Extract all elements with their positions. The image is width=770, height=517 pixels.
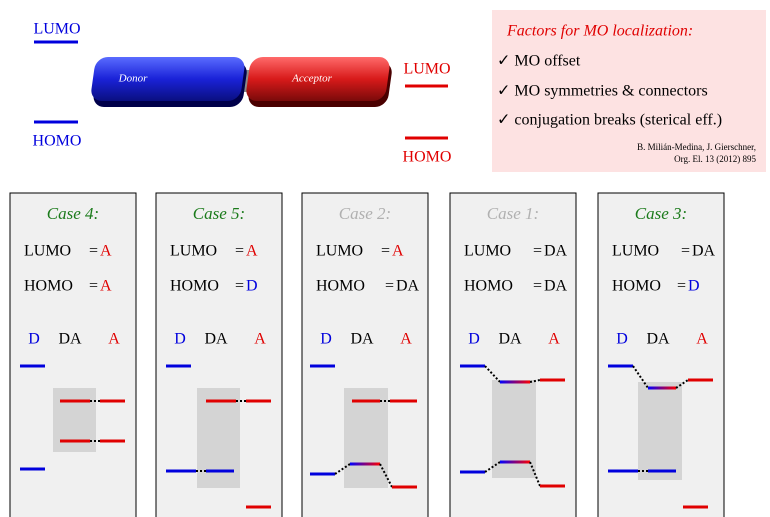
lumo-eq: = — [89, 243, 98, 260]
overlap-region — [197, 388, 240, 488]
case-title: Case 3: — [635, 204, 687, 223]
column-label: A — [254, 331, 266, 348]
case-title: Case 5: — [193, 204, 245, 223]
lumo-value: A — [100, 243, 112, 260]
lumo-label: LUMO — [316, 243, 363, 260]
case-title: Case 2: — [339, 204, 391, 223]
donor-homo-label: HOMO — [33, 133, 82, 150]
factor-item: ✓ MO offset — [497, 53, 581, 70]
homo-value: D — [246, 278, 258, 295]
lumo-eq: = — [235, 243, 244, 260]
factor-item: ✓ MO symmetries & connectors — [497, 83, 708, 100]
column-label: D — [616, 331, 628, 348]
lumo-label: LUMO — [170, 243, 217, 260]
homo-eq: = — [385, 278, 394, 295]
column-label: DA — [58, 331, 82, 348]
column-label: DA — [204, 331, 228, 348]
donor-lumo-label: LUMO — [33, 21, 80, 38]
lumo-label: LUMO — [24, 243, 71, 260]
column-label: DA — [350, 331, 374, 348]
lumo-eq: = — [533, 243, 542, 260]
citation: Org. El. 13 (2012) 895 — [674, 154, 756, 164]
lumo-label: LUMO — [612, 243, 659, 260]
homo-value: A — [100, 278, 112, 295]
homo-eq: = — [533, 278, 542, 295]
homo-value: DA — [396, 278, 420, 295]
column-label: DA — [646, 331, 670, 348]
homo-label: HOMO — [464, 278, 513, 295]
top-diagram: LUMO HOMO Donor Acceptor LUMO HOMO — [33, 21, 452, 166]
lumo-label: LUMO — [464, 243, 511, 260]
column-label: A — [548, 331, 560, 348]
homo-label: HOMO — [612, 278, 661, 295]
acceptor-lumo-label: LUMO — [403, 61, 450, 78]
lumo-value: DA — [544, 243, 568, 260]
homo-value: DA — [544, 278, 568, 295]
acceptor-homo-label: HOMO — [403, 149, 452, 166]
column-label: D — [468, 331, 480, 348]
column-label: D — [174, 331, 186, 348]
slide: LUMO HOMO Donor Acceptor LUMO HOMO Facto… — [0, 0, 770, 517]
lumo-value: A — [246, 243, 258, 260]
factor-item: ✓ conjugation breaks (sterical eff.) — [497, 112, 722, 129]
case-title: Case 4: — [47, 204, 99, 223]
homo-label: HOMO — [170, 278, 219, 295]
citation: B. Milián-Medina, J. Gierschner, — [637, 142, 756, 152]
column-label: A — [400, 331, 412, 348]
homo-eq: = — [89, 278, 98, 295]
lumo-eq: = — [681, 243, 690, 260]
acceptor-label: Acceptor — [291, 73, 332, 85]
overlap-region — [638, 382, 682, 480]
homo-label: HOMO — [24, 278, 73, 295]
lumo-eq: = — [381, 243, 390, 260]
column-label: A — [108, 331, 120, 348]
donor-block — [90, 57, 246, 101]
case-title: Case 1: — [487, 204, 539, 223]
homo-eq: = — [677, 278, 686, 295]
factors-box: Factors for MO localization: ✓ MO offset… — [492, 10, 766, 172]
factors-title: Factors for MO localization: — [506, 23, 693, 40]
homo-eq: = — [235, 278, 244, 295]
homo-value: D — [688, 278, 700, 295]
column-label: DA — [498, 331, 522, 348]
overlap-region — [344, 388, 388, 488]
donor-label: Donor — [118, 73, 148, 85]
column-label: D — [28, 331, 40, 348]
column-label: D — [320, 331, 332, 348]
lumo-value: A — [392, 243, 404, 260]
homo-label: HOMO — [316, 278, 365, 295]
lumo-value: DA — [692, 243, 716, 260]
column-label: A — [696, 331, 708, 348]
